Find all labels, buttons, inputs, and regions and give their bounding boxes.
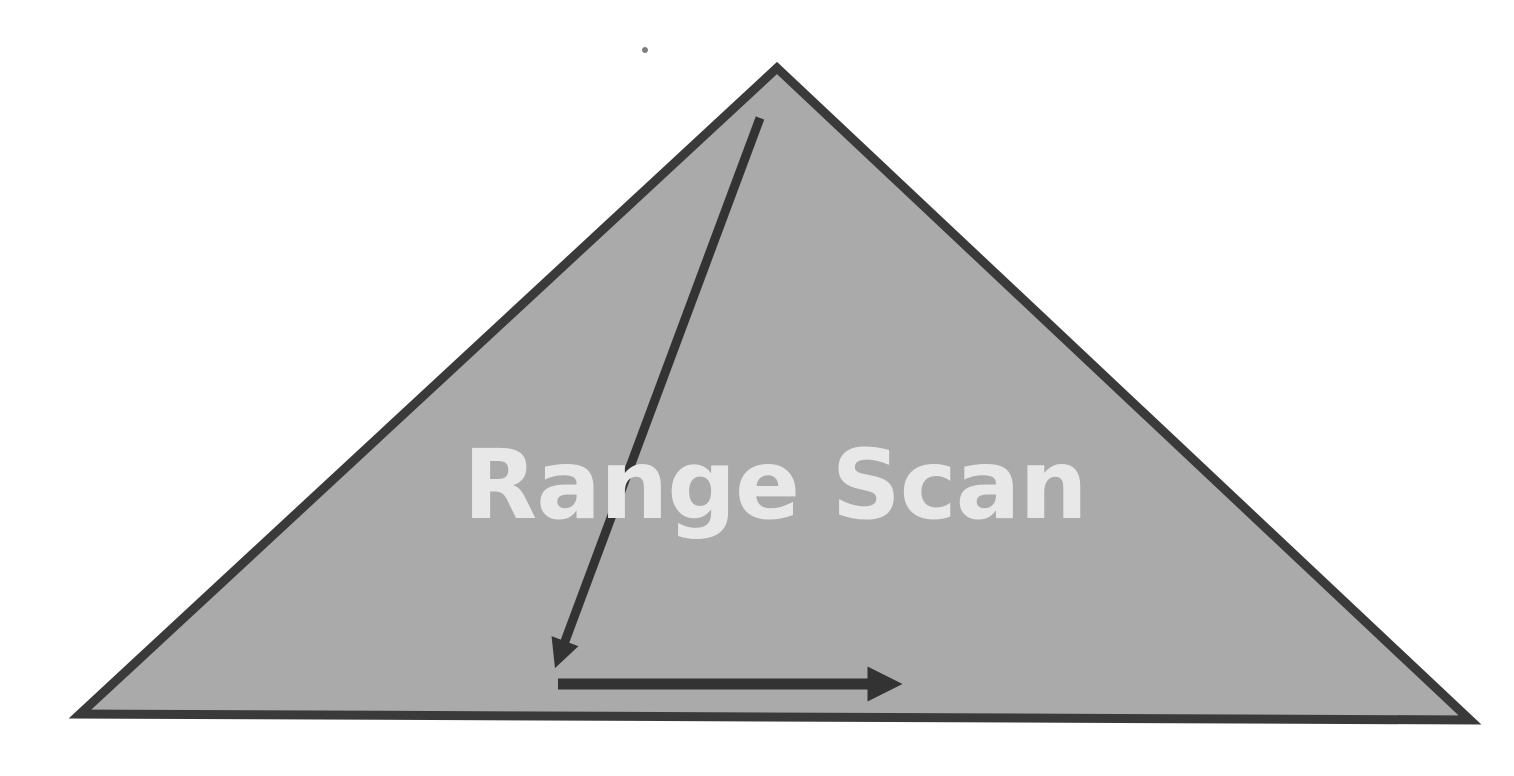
descend-arrow — [551, 116, 765, 669]
index-triangle — [68, 61, 1482, 725]
scan-speck — [642, 47, 648, 53]
range-scan-label: Range Scan — [463, 429, 1086, 541]
